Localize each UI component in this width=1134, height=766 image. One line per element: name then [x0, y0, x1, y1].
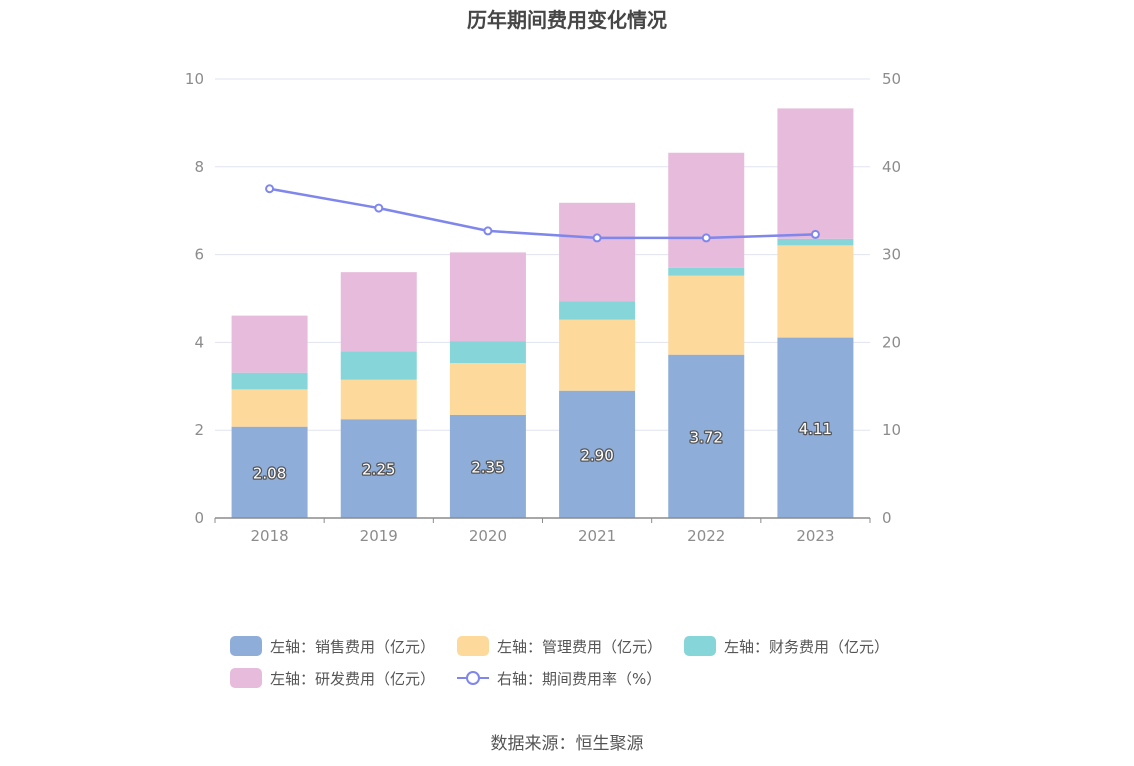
bar-segment — [668, 354, 745, 518]
bar-data-label: 2.25 — [362, 461, 395, 479]
chart-title: 历年期间费用变化情况 — [467, 8, 667, 32]
x-tick-label: 2021 — [578, 527, 616, 545]
x-tick-label: 2019 — [360, 527, 398, 545]
rate-point — [483, 226, 493, 236]
legend-label: 左轴：管理费用（亿元） — [497, 637, 663, 656]
legend-item[interactable]: 左轴：研发费用（亿元） — [230, 668, 435, 689]
legend-item[interactable]: 左轴：财务费用（亿元） — [684, 636, 889, 657]
y-right-tick-label: 10 — [882, 421, 901, 439]
bar-segment — [231, 372, 308, 390]
bar-segment — [340, 419, 417, 518]
legend-label: 左轴：销售费用（亿元） — [270, 637, 436, 656]
x-tick-label: 2020 — [469, 527, 507, 545]
chart-plot: 0 2 4 6 8 10 0 10 20 30 40 50 2018 2019 2020 2021 2022 20… — [185, 70, 901, 545]
bar-segment — [449, 363, 526, 415]
bar-segment — [559, 202, 636, 302]
bar-segment — [559, 301, 636, 320]
bar-segment — [668, 152, 745, 268]
y-left-tick-label: 0 — [194, 509, 204, 527]
rate-point — [265, 184, 275, 194]
legend-label: 左轴：研发费用（亿元） — [270, 669, 436, 688]
bar-segment — [559, 319, 636, 391]
y-left-tick-label: 4 — [194, 333, 204, 351]
y-left-tick-label: 2 — [194, 421, 204, 439]
legend-label: 左轴：财务费用（亿元） — [724, 637, 890, 656]
legend-swatch-icon — [457, 636, 490, 656]
bar-segment — [449, 341, 526, 364]
legend-item[interactable]: 左轴：管理费用（亿元） — [457, 636, 662, 657]
x-tick-label: 2023 — [796, 527, 834, 545]
bar-segment — [231, 389, 308, 427]
bar-segment — [777, 108, 854, 239]
bar-segment — [340, 351, 417, 380]
rate-point — [810, 229, 820, 239]
rate-point — [374, 203, 384, 213]
rate-point — [701, 233, 711, 243]
bar-segment — [777, 238, 854, 246]
bar-segment — [231, 426, 308, 518]
bar-data-label: 4.11 — [799, 420, 832, 438]
bar-segment — [668, 275, 745, 355]
legend-item[interactable]: 右轴：期间费用率（%） — [457, 668, 661, 689]
legend-swatch-icon — [684, 636, 717, 656]
bar-segment — [231, 315, 308, 373]
bar-data-label: 2.08 — [253, 464, 286, 482]
y-left-tick-label: 10 — [185, 70, 204, 88]
bar-segment — [777, 245, 854, 338]
legend-item[interactable]: 左轴：销售费用（亿元） — [230, 636, 435, 657]
x-tick-label: 2022 — [687, 527, 725, 545]
bar-segment — [559, 390, 636, 518]
y-right-tick-label: 30 — [882, 246, 901, 264]
bar-segment — [340, 272, 417, 352]
rate-line — [269, 187, 816, 240]
legend-line-marker-icon — [457, 668, 490, 688]
y-right-tick-label: 50 — [882, 70, 901, 88]
bar-segment — [777, 337, 854, 518]
y-right-tick-label: 40 — [882, 158, 901, 176]
legend-swatch-icon — [230, 636, 262, 656]
bar-data-label: 3.72 — [690, 428, 723, 446]
bar-segment — [668, 267, 745, 276]
rate-point — [592, 233, 602, 243]
y-left-tick-label: 6 — [194, 246, 204, 264]
bar-segment — [449, 252, 526, 342]
bar-data-label: 2.35 — [471, 458, 504, 476]
legend-swatch-icon — [230, 668, 262, 688]
bar-data-label: 2.90 — [580, 446, 613, 464]
y-right-tick-label: 20 — [882, 333, 901, 351]
data-source-note: 数据来源：恒生聚源 — [490, 734, 644, 754]
legend-label: 右轴：期间费用率（%） — [497, 669, 662, 688]
bar-segment — [449, 414, 526, 518]
bar-segment — [340, 379, 417, 420]
y-left-tick-label: 8 — [194, 158, 204, 176]
chart-legend: 左轴：销售费用（亿元） 左轴：管理费用（亿元） 左轴：财务费用（亿元） 左轴：研发费… — [230, 630, 930, 694]
x-tick-label: 2018 — [250, 527, 288, 545]
y-right-tick-label: 0 — [882, 509, 892, 527]
